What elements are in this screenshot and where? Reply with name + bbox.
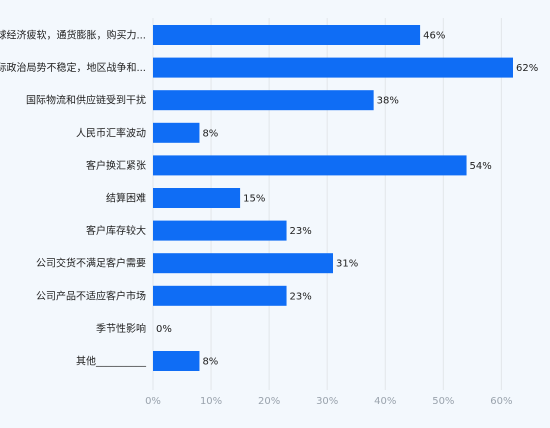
x-tick-label: 0% bbox=[145, 396, 161, 407]
value-label: 46% bbox=[423, 31, 445, 42]
x-tick-label: 10% bbox=[200, 396, 222, 407]
value-label: 15% bbox=[243, 194, 265, 205]
value-label: 0% bbox=[156, 324, 172, 335]
bar bbox=[153, 90, 374, 111]
value-label: 23% bbox=[290, 226, 312, 237]
grid-lines bbox=[152, 18, 502, 390]
bar bbox=[153, 253, 333, 274]
category-label: 公司产品不适应客户市场 bbox=[36, 289, 146, 302]
category-label: 国际物流和供应链受到干扰 bbox=[26, 94, 146, 107]
category-label: 季节性影响 bbox=[96, 322, 146, 335]
bar bbox=[153, 122, 200, 143]
x-tick-label: 40% bbox=[374, 396, 396, 407]
x-tick-label: 20% bbox=[258, 396, 280, 407]
category-label: 结算困难 bbox=[106, 192, 146, 205]
value-label: 8% bbox=[202, 128, 218, 139]
x-tick-label: 60% bbox=[490, 396, 512, 407]
bar bbox=[153, 220, 287, 241]
value-label: 62% bbox=[516, 63, 538, 74]
category-label: 其他__________ bbox=[76, 355, 147, 368]
value-label: 8% bbox=[202, 357, 218, 368]
bar bbox=[153, 57, 513, 78]
category-label: 客户换汇紧张 bbox=[86, 159, 146, 172]
category-label: 人民币汇率波动 bbox=[76, 126, 146, 139]
category-label: 客户库存较大 bbox=[86, 224, 146, 237]
value-label: 31% bbox=[336, 259, 358, 270]
labels: 0% 10% 20% 30% 40% 50% 60% 全球经济疲软，通货膨胀，购买力... 46… bbox=[0, 29, 538, 408]
x-tick-label: 30% bbox=[316, 396, 338, 407]
bar bbox=[153, 285, 287, 306]
value-label: 54% bbox=[470, 161, 492, 172]
bar bbox=[153, 188, 241, 208]
category-label: 全球经济疲软，通货膨胀，购买力... bbox=[0, 29, 146, 42]
category-label: 公司交货不满足客户需要 bbox=[36, 257, 146, 270]
category-label: 国际政治局势不稳定，地区战争和... bbox=[0, 61, 146, 74]
x-tick-label: 50% bbox=[432, 396, 454, 407]
bars bbox=[153, 25, 513, 371]
bar bbox=[153, 351, 200, 371]
value-label: 23% bbox=[290, 291, 312, 302]
value-label: 38% bbox=[377, 96, 399, 107]
bar bbox=[153, 155, 467, 176]
bar bbox=[153, 25, 421, 45]
